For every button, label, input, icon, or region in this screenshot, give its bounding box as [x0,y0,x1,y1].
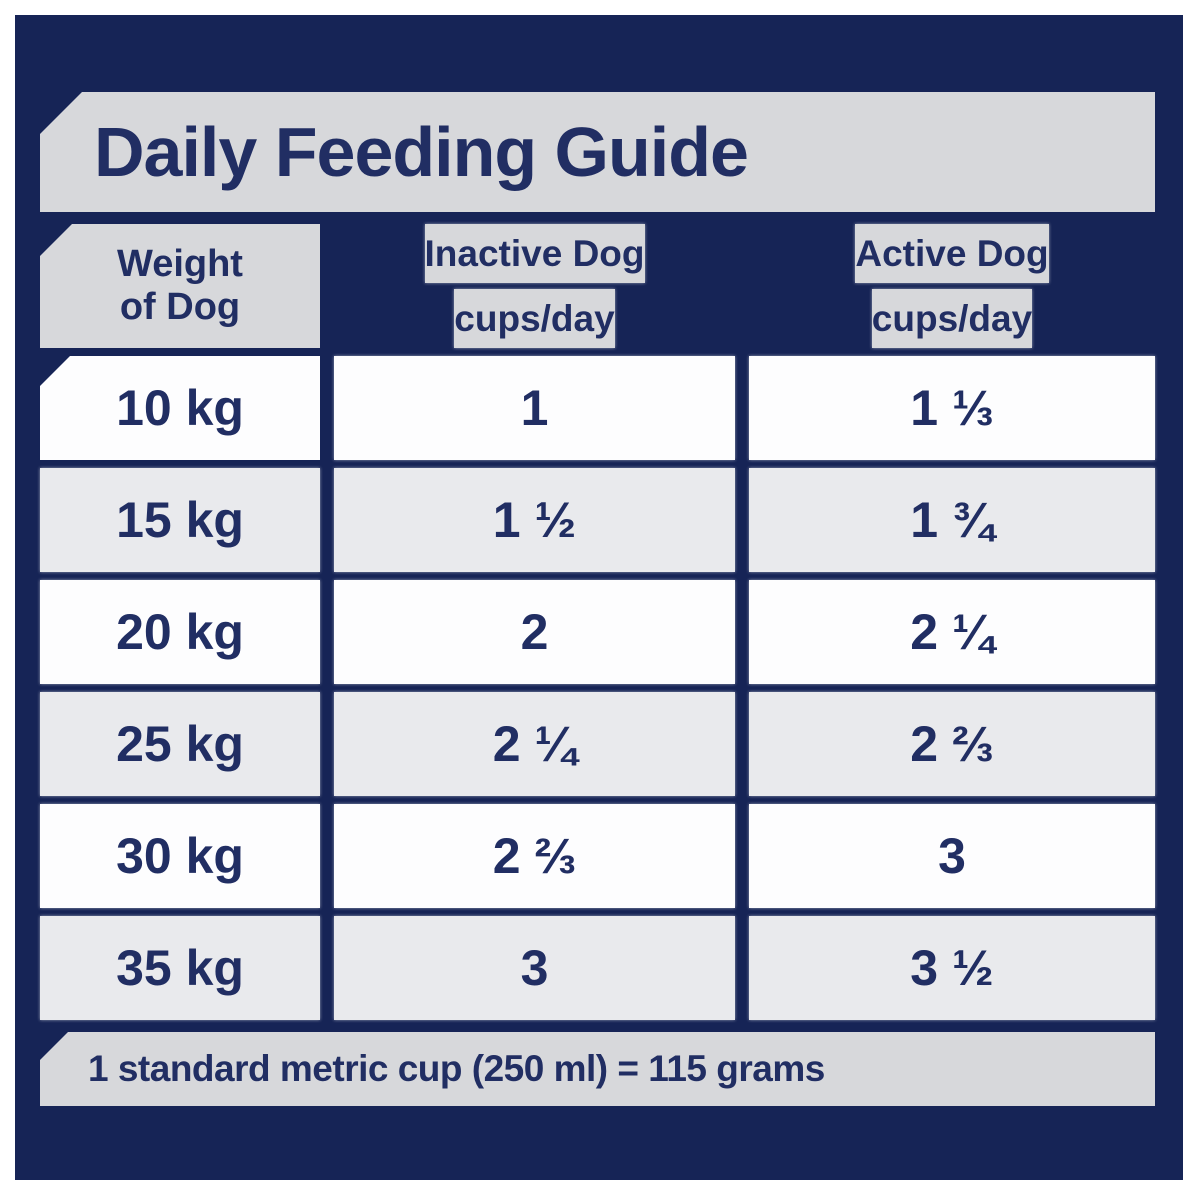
inactive-cell-10kg: 1 [334,356,735,460]
weight-cell-35kg: 35 kg [40,916,320,1020]
inactive-cell-30kg: 2 ⅔ [334,804,735,908]
weight-cell-15kg: 15 kg [40,468,320,572]
weight-cell-25kg: 25 kg [40,692,320,796]
active-cell-35kg: 3 ½ [749,916,1155,1020]
weight-cell-20kg: 20 kg [40,580,320,684]
weight-cell-30kg: 30 kg [40,804,320,908]
inactive-cell-15kg: 1 ½ [334,468,735,572]
active-cell-30kg: 3 [749,804,1155,908]
inactive-dog-label: Inactive Dog [424,224,645,283]
active-dog-unit: cups/day [871,289,1033,348]
weight-cell-10kg: 10 kg [40,356,320,460]
inactive-cell-25kg: 2 ¼ [334,692,735,796]
feeding-table: Weight of Dog Inactive Dog cups/day Acti… [40,224,1155,1020]
active-cell-25kg: 2 ⅔ [749,692,1155,796]
weight-header-line2: of Dog [119,286,241,328]
cup-conversion-note: 1 standard metric cup (250 ml) = 115 gra… [88,1048,825,1089]
active-dog-label: Active Dog [855,224,1049,283]
footer-note-bar: 1 standard metric cup (250 ml) = 115 gra… [40,1032,1155,1106]
inactive-dog-unit: cups/day [454,289,615,348]
title-bar: Daily Feeding Guide [40,92,1155,212]
weight-header-line1: Weight [117,243,243,286]
inactive-cell-20kg: 2 [334,580,735,684]
active-cell-20kg: 2 ¼ [749,580,1155,684]
active-cell-15kg: 1 ¾ [749,468,1155,572]
active-cell-10kg: 1 ⅓ [749,356,1155,460]
inactive-cell-35kg: 3 [334,916,735,1020]
active-dog-header: Active Dog cups/day [749,224,1155,348]
inactive-dog-header: Inactive Dog cups/day [334,224,735,348]
page-title: Daily Feeding Guide [94,113,749,191]
weight-of-dog-header: Weight of Dog [40,224,320,348]
